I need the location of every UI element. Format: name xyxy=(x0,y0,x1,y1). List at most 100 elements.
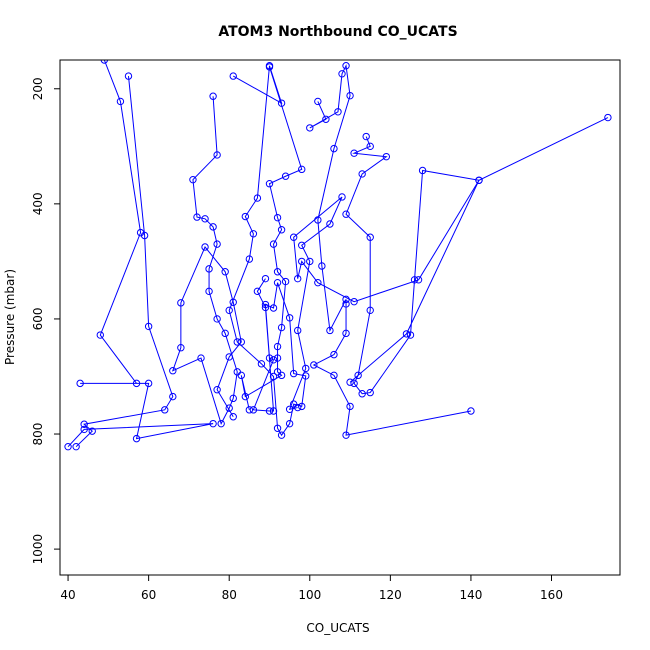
data-point xyxy=(273,354,282,362)
data-point xyxy=(338,193,346,201)
x-tick-label: 140 xyxy=(459,588,482,602)
data-point xyxy=(273,278,282,287)
series-group xyxy=(64,60,217,451)
data-point xyxy=(281,172,290,180)
data-point xyxy=(318,262,326,270)
data-point xyxy=(406,331,415,339)
data-point xyxy=(265,354,274,362)
data-point xyxy=(116,97,125,106)
data-point xyxy=(177,299,185,307)
data-point xyxy=(124,72,133,80)
series-group xyxy=(306,62,475,439)
data-point xyxy=(241,212,250,221)
data-point xyxy=(205,265,213,273)
data-point xyxy=(346,91,354,100)
data-point xyxy=(209,92,217,100)
data-point xyxy=(277,226,286,234)
data-point xyxy=(213,386,221,394)
data-point xyxy=(366,388,374,397)
data-point xyxy=(289,369,298,378)
data-point xyxy=(144,379,153,388)
y-tick-label: 800 xyxy=(31,423,45,446)
data-point xyxy=(293,326,302,335)
data-point xyxy=(72,442,80,451)
data-point xyxy=(298,165,306,174)
data-point xyxy=(346,378,354,386)
data-point xyxy=(193,213,201,221)
data-point xyxy=(277,431,286,439)
data-point xyxy=(96,331,104,339)
data-point xyxy=(467,407,475,415)
data-point xyxy=(314,97,322,106)
data-point xyxy=(237,371,245,380)
data-point xyxy=(281,277,290,286)
data-point xyxy=(322,115,330,123)
series-line xyxy=(228,65,307,437)
data-point xyxy=(366,306,374,315)
x-tick-label: 80 xyxy=(222,588,237,602)
y-axis-label: Pressure (mbar) xyxy=(3,269,17,365)
data-point xyxy=(229,394,237,403)
data-point xyxy=(298,241,306,249)
data-point xyxy=(169,392,177,401)
data-point xyxy=(265,63,274,71)
data-point xyxy=(225,404,233,412)
x-tick-label: 120 xyxy=(379,588,402,602)
data-point xyxy=(88,427,96,435)
x-axis-label: CO_UCATS xyxy=(306,621,369,635)
data-point xyxy=(76,379,84,388)
series-line xyxy=(309,64,472,436)
data-point xyxy=(342,62,350,70)
data-point xyxy=(265,180,274,188)
series-line xyxy=(240,66,303,410)
data-point xyxy=(285,405,294,413)
data-point xyxy=(346,402,354,411)
data-point xyxy=(277,323,286,332)
data-point xyxy=(414,276,423,284)
data-point xyxy=(80,420,88,428)
data-point xyxy=(366,142,374,151)
data-point xyxy=(132,434,141,443)
data-point xyxy=(475,176,483,184)
data-point xyxy=(100,60,109,64)
data-point xyxy=(354,371,362,380)
data-point xyxy=(229,72,237,80)
data-point xyxy=(326,326,334,335)
data-point xyxy=(338,70,346,78)
data-point xyxy=(241,392,250,401)
data-point xyxy=(132,379,141,388)
data-point xyxy=(604,113,612,122)
series-group xyxy=(237,63,306,414)
data-point xyxy=(306,257,314,266)
data-point xyxy=(273,213,282,222)
data-point xyxy=(161,406,169,414)
data-point xyxy=(342,329,350,338)
y-tick-label: 1000 xyxy=(31,534,45,565)
x-tick-label: 100 xyxy=(298,588,321,602)
data-point xyxy=(293,403,302,412)
series-group xyxy=(285,113,612,413)
data-point xyxy=(225,353,233,361)
series-line xyxy=(288,117,609,410)
data-point xyxy=(330,144,338,153)
data-point xyxy=(209,419,217,428)
data-point xyxy=(358,390,366,398)
data-point xyxy=(285,419,294,428)
data-point xyxy=(269,356,278,364)
data-point xyxy=(358,170,366,178)
data-point xyxy=(314,278,322,287)
y-tick-label: 600 xyxy=(31,307,45,330)
data-point xyxy=(177,344,185,352)
x-tick-label: 40 xyxy=(60,588,75,602)
data-point xyxy=(310,361,318,369)
data-point xyxy=(209,223,217,231)
data-point xyxy=(293,274,302,283)
data-point xyxy=(169,367,177,375)
data-point xyxy=(197,354,205,362)
data-point xyxy=(289,233,298,241)
data-point xyxy=(298,257,306,266)
data-point xyxy=(402,330,411,338)
data-point xyxy=(269,407,278,415)
data-point xyxy=(330,371,338,380)
